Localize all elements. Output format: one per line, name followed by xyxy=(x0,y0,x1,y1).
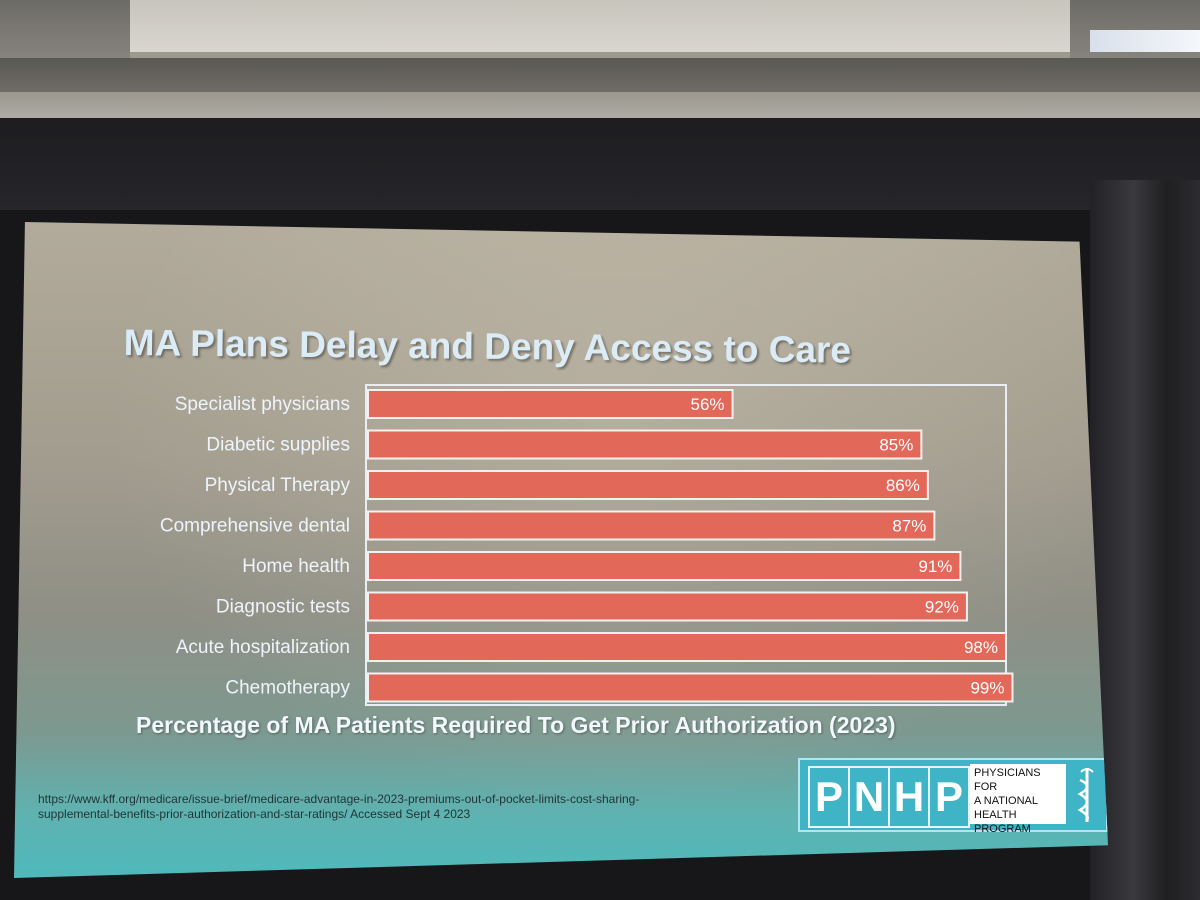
bars-layer: Specialist physicians 56% Diabetic supplie… xyxy=(160,389,1014,703)
bar-2 xyxy=(367,470,929,500)
category-label-6: Acute hospitalization xyxy=(176,637,350,658)
logo-line-1: PHYSICIANS FOR xyxy=(974,767,1041,793)
category-label-4: Home health xyxy=(242,556,350,577)
value-label-3: 87% xyxy=(892,517,926,536)
chart-frame xyxy=(365,384,1007,706)
ceiling-panel xyxy=(130,0,1070,58)
logo-line-4: PROGRAM xyxy=(974,823,1031,835)
bar-4 xyxy=(367,551,962,581)
bar-5 xyxy=(367,591,968,622)
category-label-2: Physical Therapy xyxy=(205,475,351,496)
source-line-1[interactable]: https://www.kff.org/medicare/issue-brief… xyxy=(38,792,640,806)
logo-text-box: PHYSICIANS FOR A NATIONAL HEALTH PROGRAM xyxy=(970,764,1066,835)
projected-slide: MA Plans Delay and Deny Access to Care S… xyxy=(14,222,1108,878)
source-citation: https://www.kff.org/medicare/issue-brief… xyxy=(38,792,798,822)
value-label-7: 99% xyxy=(970,679,1004,698)
screen-frame xyxy=(0,118,1200,210)
category-label-3: Comprehensive dental xyxy=(160,516,350,537)
bar-6 xyxy=(367,632,1007,662)
caduceus-icon xyxy=(1077,768,1094,822)
category-label-0: Specialist physicians xyxy=(175,394,350,415)
ceiling-light xyxy=(1090,30,1200,52)
category-label-5: Diagnostic tests xyxy=(216,597,350,618)
value-label-6: 98% xyxy=(964,638,998,657)
value-label-2: 86% xyxy=(886,476,920,495)
bar-3 xyxy=(367,510,936,541)
logo-letter-p2: P xyxy=(928,766,970,828)
ceiling-beam xyxy=(0,58,1200,92)
value-label-1: 85% xyxy=(879,436,913,455)
logo-line-3: HEALTH xyxy=(974,809,1017,821)
pnhp-logo: P N H P PHYSICIANS FOR A NATIONAL HEALTH… xyxy=(798,758,1108,835)
source-line-2: supplemental-benefits-prior-authorizatio… xyxy=(38,807,471,821)
curtain xyxy=(1090,180,1200,900)
bar-1 xyxy=(367,429,923,460)
logo-line-2: A NATIONAL xyxy=(974,795,1038,807)
chart-subtitle: Percentage of MA Patients Required To Ge… xyxy=(136,712,896,738)
bar-chart: Specialist physicians 56% Diabetic supplie… xyxy=(160,384,1014,706)
bar-7 xyxy=(367,672,1014,703)
value-label-4: 91% xyxy=(918,557,952,576)
value-label-5: 92% xyxy=(925,598,959,617)
bar-0 xyxy=(367,389,734,419)
logo-letter-p1: P xyxy=(808,766,850,828)
category-label-7: Chemotherapy xyxy=(225,678,350,699)
logo-letter-n: N xyxy=(848,766,890,828)
logo-letter-h: H xyxy=(888,766,930,828)
value-label-0: 56% xyxy=(691,395,725,414)
category-label-1: Diabetic supplies xyxy=(206,435,350,456)
